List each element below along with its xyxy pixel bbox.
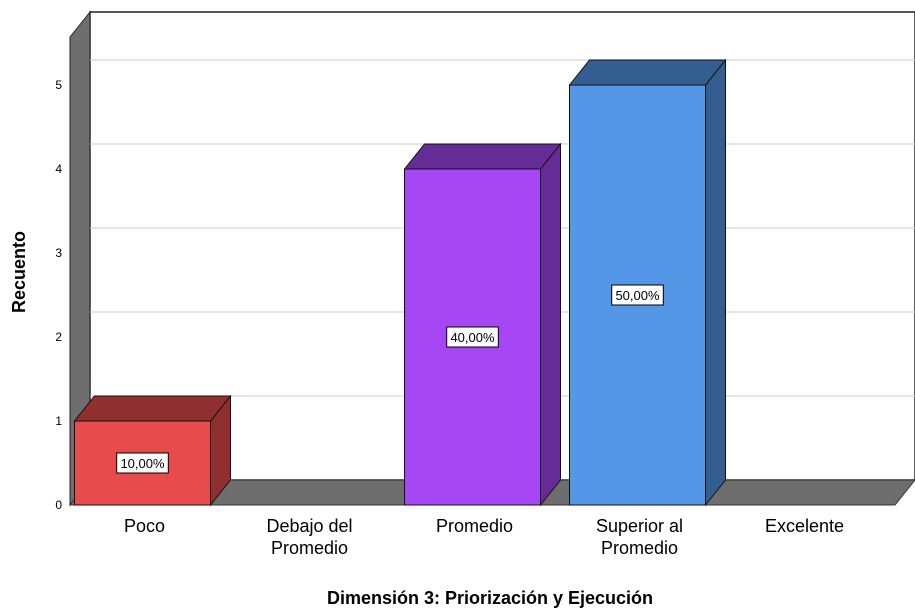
y-tick-label: 5 (55, 78, 62, 92)
bar-top (568, 59, 727, 86)
x-tick-label: Superior al (596, 516, 683, 536)
y-tick-labels: 0 1 2 3 4 5 (55, 78, 62, 512)
data-label-box (611, 284, 664, 306)
data-label-box (116, 452, 169, 474)
x-tick-label: Promedio (271, 538, 348, 558)
bars: 10,00% 40,00% 50,00% (73, 58, 727, 507)
bar-top (73, 395, 232, 422)
bar-side (540, 142, 561, 507)
data-label: 10,00% (120, 456, 165, 471)
y-tick-label: 1 (55, 414, 62, 428)
x-tick-label: Excelente (765, 516, 844, 536)
data-label: 40,00% (450, 330, 495, 345)
x-axis-label: Dimensión 3: Priorización y Ejecución (327, 588, 653, 608)
data-label: 50,00% (615, 288, 660, 303)
bar-top (403, 143, 562, 170)
y-tick-label: 0 (55, 498, 62, 512)
bar-4: 50,00% (568, 58, 727, 507)
x-tick-label: Promedio (436, 516, 513, 536)
y-tick-label: 3 (55, 246, 62, 260)
bar-1: 10,00% (73, 394, 232, 507)
y-tick-label: 4 (55, 162, 62, 176)
x-tick-label: Poco (124, 516, 165, 536)
bar-side (705, 58, 726, 507)
data-label-box (446, 326, 499, 348)
x-tick-label: Promedio (601, 538, 678, 558)
y-axis-label: Recuento (9, 231, 29, 313)
bar-3: 40,00% (403, 142, 562, 507)
y-tick-label: 2 (55, 330, 62, 344)
x-tick-label: Debajo del (266, 516, 352, 536)
